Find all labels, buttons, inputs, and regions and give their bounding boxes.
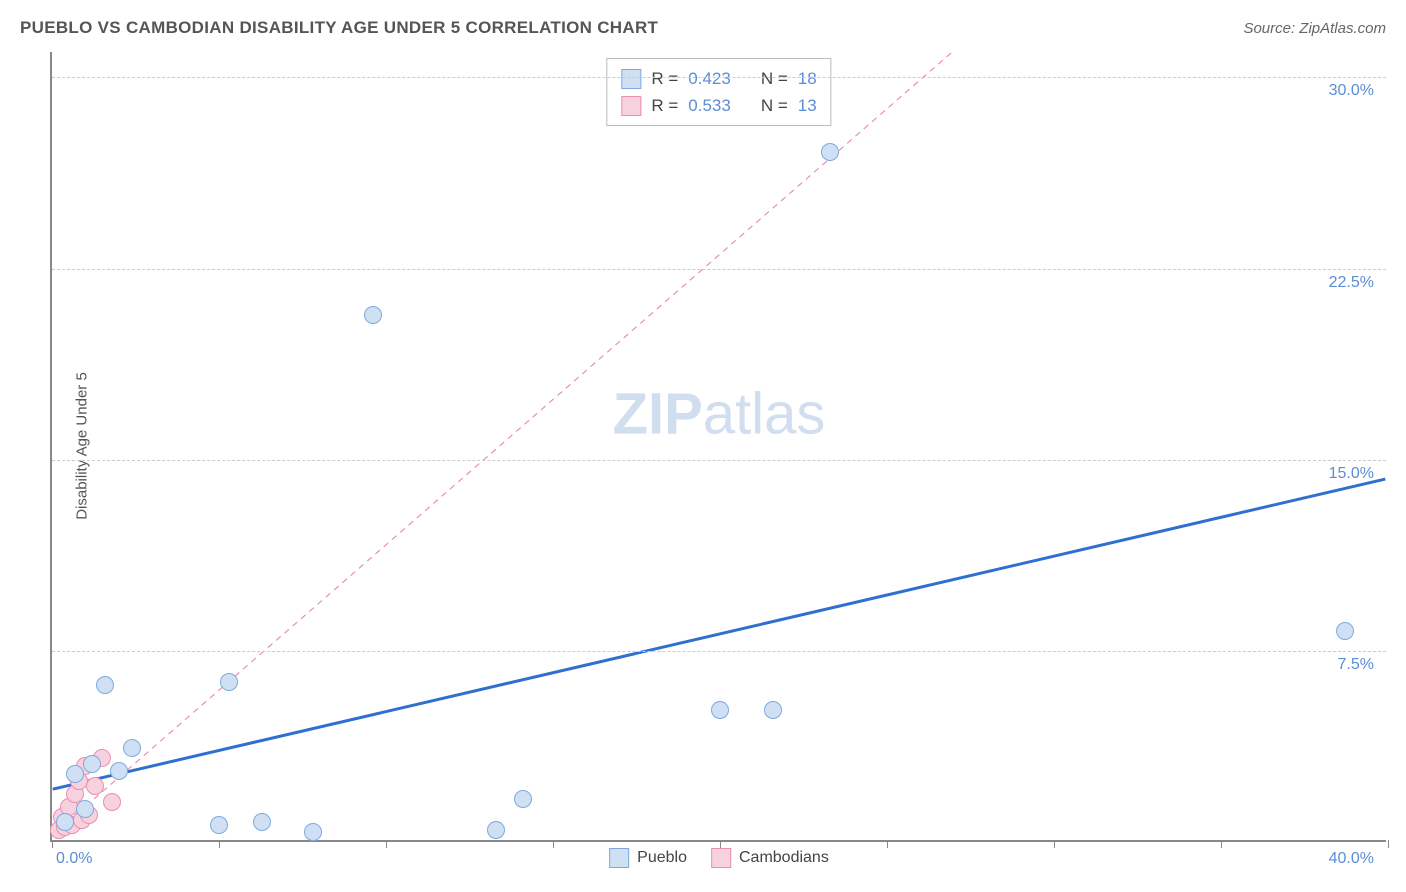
data-point: [1336, 622, 1354, 640]
r-value: 0.423: [688, 65, 731, 92]
x-tick: [219, 840, 220, 848]
data-point: [304, 823, 322, 841]
x-tick: [720, 840, 721, 848]
x-tick: [386, 840, 387, 848]
swatch-pueblo: [609, 848, 629, 868]
data-point: [711, 701, 729, 719]
gridline: [52, 77, 1386, 78]
data-point: [103, 793, 121, 811]
watermark-bold: ZIP: [613, 382, 703, 447]
data-point: [123, 739, 141, 757]
legend-item-cambodians: Cambodians: [711, 848, 829, 868]
x-tick: [1388, 840, 1389, 848]
data-point: [56, 813, 74, 831]
swatch-cambodians: [621, 96, 641, 116]
trend-line: [53, 52, 953, 835]
legend-item-pueblo: Pueblo: [609, 848, 687, 868]
swatch-cambodians: [711, 848, 731, 868]
trend-line: [53, 479, 1386, 789]
x-tick: [1054, 840, 1055, 848]
gridline: [52, 269, 1386, 270]
correlation-row: R = 0.423 N = 18: [621, 65, 816, 92]
legend-label: Pueblo: [637, 849, 687, 867]
x-tick: [553, 840, 554, 848]
watermark-rest: atlas: [703, 382, 826, 447]
r-label: R =: [651, 92, 678, 119]
data-point: [364, 306, 382, 324]
bottom-legend: Pueblo Cambodians: [609, 848, 829, 868]
n-value: 18: [798, 65, 817, 92]
data-point: [110, 762, 128, 780]
r-label: R =: [651, 65, 678, 92]
y-tick-label: 15.0%: [1329, 465, 1374, 483]
data-point: [76, 800, 94, 818]
data-point: [96, 676, 114, 694]
chart-title: PUEBLO VS CAMBODIAN DISABILITY AGE UNDER…: [20, 18, 658, 38]
watermark: ZIPatlas: [613, 381, 826, 448]
data-point: [253, 813, 271, 831]
correlation-row: R = 0.533 N = 13: [621, 92, 816, 119]
x-tick: [887, 840, 888, 848]
r-value: 0.533: [688, 92, 731, 119]
x-tick: [1221, 840, 1222, 848]
y-tick-label: 7.5%: [1338, 656, 1374, 674]
y-tick-label: 30.0%: [1329, 82, 1374, 100]
data-point: [210, 816, 228, 834]
x-origin-label: 0.0%: [56, 850, 92, 868]
data-point: [764, 701, 782, 719]
data-point: [514, 790, 532, 808]
correlation-box: R = 0.423 N = 18 R = 0.533 N = 13: [606, 58, 831, 126]
n-value: 13: [798, 92, 817, 119]
swatch-pueblo: [621, 69, 641, 89]
gridline: [52, 460, 1386, 461]
data-point: [821, 143, 839, 161]
plot-area: ZIPatlas R = 0.423 N = 18 R = 0.533 N = …: [50, 52, 1386, 842]
data-point: [487, 821, 505, 839]
trend-lines: [52, 52, 1386, 840]
chart-header: PUEBLO VS CAMBODIAN DISABILITY AGE UNDER…: [20, 18, 1386, 38]
n-label: N =: [761, 65, 788, 92]
n-label: N =: [761, 92, 788, 119]
data-point: [83, 755, 101, 773]
x-tick: [52, 840, 53, 848]
data-point: [86, 777, 104, 795]
gridline: [52, 651, 1386, 652]
x-max-label: 40.0%: [1329, 850, 1374, 868]
data-point: [220, 673, 238, 691]
chart-source: Source: ZipAtlas.com: [1243, 20, 1386, 37]
data-point: [66, 765, 84, 783]
legend-label: Cambodians: [739, 849, 829, 867]
y-tick-label: 22.5%: [1329, 274, 1374, 292]
